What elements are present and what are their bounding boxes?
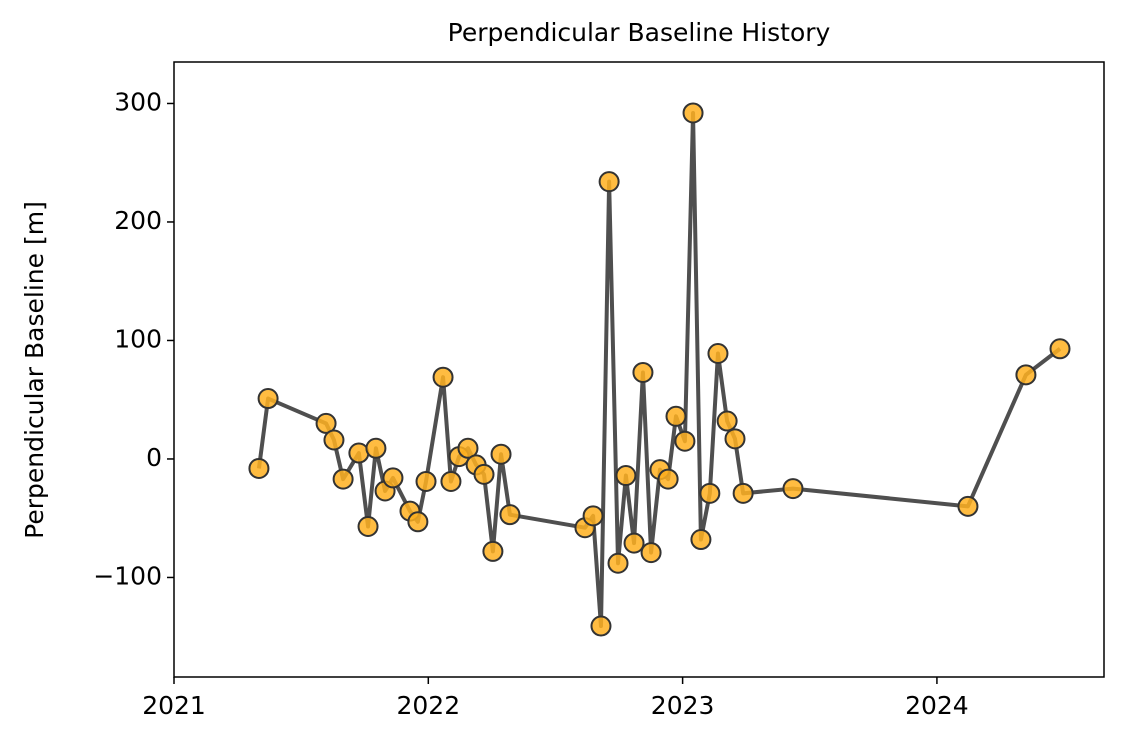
data-point xyxy=(1015,364,1037,386)
data-point xyxy=(682,102,704,124)
data-point xyxy=(432,366,454,388)
data-point xyxy=(724,428,746,450)
data-point xyxy=(657,468,679,490)
data-point xyxy=(782,478,804,500)
data-point xyxy=(348,442,370,464)
data-point xyxy=(357,516,379,538)
data-point xyxy=(632,361,654,383)
data-point xyxy=(315,412,337,434)
data-point xyxy=(457,437,479,459)
data-point xyxy=(674,430,696,452)
y-tick-label: 200 xyxy=(114,206,162,235)
data-point xyxy=(407,511,429,533)
data-point xyxy=(382,467,404,489)
data-point xyxy=(707,343,729,365)
y-tick-label: 0 xyxy=(146,443,162,472)
data-point xyxy=(499,504,521,526)
data-point xyxy=(248,457,270,479)
chart-title: Perpendicular Baseline History xyxy=(448,18,831,47)
y-tick-label: 300 xyxy=(114,87,162,116)
data-point xyxy=(365,437,387,459)
data-point xyxy=(1049,338,1071,360)
data-point xyxy=(440,470,462,492)
x-tick-label: 2022 xyxy=(396,691,460,720)
plot-frame xyxy=(173,61,1105,678)
data-point xyxy=(323,429,345,451)
data-point xyxy=(615,465,637,487)
x-tick-label: 2021 xyxy=(142,691,206,720)
data-point xyxy=(332,468,354,490)
data-point xyxy=(257,388,279,410)
data-point xyxy=(590,615,612,637)
x-tick-label: 2024 xyxy=(905,691,969,720)
data-point xyxy=(582,505,604,527)
y-axis-label: Perpendicular Baseline [m] xyxy=(20,201,49,539)
data-point xyxy=(607,552,629,574)
data-point xyxy=(415,470,437,492)
y-tick-label: −100 xyxy=(93,561,162,590)
data-point xyxy=(640,542,662,564)
data-point xyxy=(473,463,495,485)
y-tick-label: 100 xyxy=(114,324,162,353)
data-point xyxy=(598,171,620,193)
data-point xyxy=(623,532,645,554)
x-tick-label: 2023 xyxy=(651,691,715,720)
data-point xyxy=(699,482,721,504)
data-point xyxy=(716,410,738,432)
data-point xyxy=(490,443,512,465)
data-point xyxy=(482,540,504,562)
data-point xyxy=(690,529,712,551)
data-point xyxy=(665,405,687,427)
data-point xyxy=(732,482,754,504)
data-point xyxy=(957,495,979,517)
